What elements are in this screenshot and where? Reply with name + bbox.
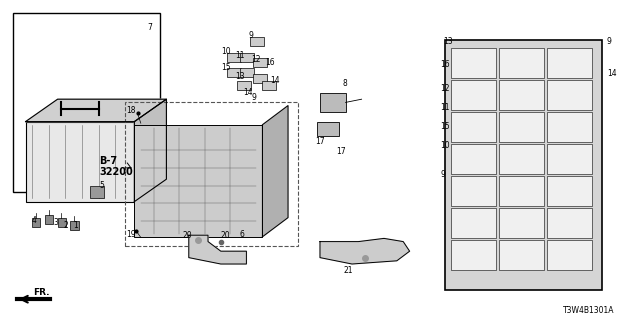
Text: 7: 7 bbox=[147, 23, 152, 32]
Bar bbox=[499, 208, 544, 238]
Text: 17: 17 bbox=[316, 137, 325, 146]
Bar bbox=[250, 37, 264, 46]
Bar bbox=[26, 122, 134, 202]
Bar bbox=[58, 218, 66, 227]
Bar bbox=[134, 125, 262, 237]
Text: 15: 15 bbox=[221, 63, 230, 72]
Text: 5: 5 bbox=[99, 181, 104, 190]
Bar bbox=[445, 40, 602, 290]
Bar bbox=[547, 144, 592, 174]
Text: 18: 18 bbox=[126, 106, 136, 115]
Text: 12: 12 bbox=[252, 55, 261, 64]
Polygon shape bbox=[26, 99, 166, 122]
Text: 3: 3 bbox=[53, 218, 58, 227]
Text: 9: 9 bbox=[252, 93, 257, 102]
Bar bbox=[451, 48, 496, 78]
Bar bbox=[547, 48, 592, 78]
Bar bbox=[227, 53, 241, 62]
Bar bbox=[253, 74, 267, 83]
Text: 14: 14 bbox=[607, 69, 616, 78]
Bar bbox=[547, 240, 592, 270]
Text: 9: 9 bbox=[607, 37, 612, 46]
Bar bbox=[262, 81, 276, 90]
Bar bbox=[317, 122, 339, 136]
Text: B-7
32200: B-7 32200 bbox=[99, 156, 133, 177]
Text: 10: 10 bbox=[440, 141, 450, 150]
Polygon shape bbox=[320, 238, 410, 264]
Text: 16: 16 bbox=[266, 58, 275, 67]
Bar bbox=[499, 112, 544, 142]
Bar bbox=[451, 208, 496, 238]
Text: 16: 16 bbox=[440, 60, 450, 68]
Text: 13: 13 bbox=[443, 37, 452, 46]
Text: 11: 11 bbox=[440, 103, 450, 112]
Text: 1: 1 bbox=[74, 221, 78, 230]
Text: 8: 8 bbox=[342, 79, 347, 88]
Text: 19: 19 bbox=[126, 230, 136, 239]
Text: 15: 15 bbox=[440, 122, 450, 131]
Bar bbox=[227, 68, 241, 77]
Polygon shape bbox=[189, 235, 246, 264]
Text: 10: 10 bbox=[221, 47, 230, 56]
Bar bbox=[547, 80, 592, 110]
Bar bbox=[451, 80, 496, 110]
Bar bbox=[45, 215, 53, 224]
Bar bbox=[253, 58, 267, 67]
Text: T3W4B1301A: T3W4B1301A bbox=[563, 306, 614, 315]
Bar bbox=[499, 144, 544, 174]
Text: 14: 14 bbox=[243, 88, 253, 97]
Text: 13: 13 bbox=[236, 72, 245, 81]
Text: 14: 14 bbox=[270, 76, 280, 84]
Bar bbox=[451, 176, 496, 206]
Bar bbox=[90, 186, 104, 198]
Bar bbox=[499, 240, 544, 270]
Bar bbox=[451, 112, 496, 142]
Bar bbox=[320, 93, 346, 112]
Text: 2: 2 bbox=[63, 221, 68, 230]
Bar bbox=[125, 102, 298, 246]
Text: 21: 21 bbox=[343, 266, 353, 275]
Text: 20: 20 bbox=[221, 231, 230, 240]
Text: 6: 6 bbox=[240, 230, 245, 239]
Bar bbox=[13, 13, 160, 192]
Bar bbox=[451, 144, 496, 174]
Polygon shape bbox=[134, 99, 166, 202]
Bar bbox=[451, 240, 496, 270]
Text: FR.: FR. bbox=[33, 288, 50, 297]
Bar bbox=[499, 176, 544, 206]
Bar bbox=[32, 218, 40, 227]
Bar bbox=[547, 112, 592, 142]
Bar bbox=[547, 176, 592, 206]
Bar bbox=[240, 68, 254, 77]
Text: 20: 20 bbox=[182, 231, 192, 240]
Text: 17: 17 bbox=[336, 147, 346, 156]
Bar bbox=[499, 80, 544, 110]
Bar bbox=[237, 81, 251, 90]
Text: 11: 11 bbox=[236, 51, 245, 60]
Bar bbox=[240, 53, 254, 62]
Text: 9: 9 bbox=[248, 31, 253, 40]
Bar bbox=[547, 208, 592, 238]
Text: 4: 4 bbox=[32, 216, 37, 225]
Bar bbox=[499, 48, 544, 78]
Text: 9: 9 bbox=[440, 170, 445, 179]
Text: 12: 12 bbox=[440, 84, 450, 92]
Bar bbox=[70, 221, 79, 230]
Polygon shape bbox=[262, 106, 288, 237]
